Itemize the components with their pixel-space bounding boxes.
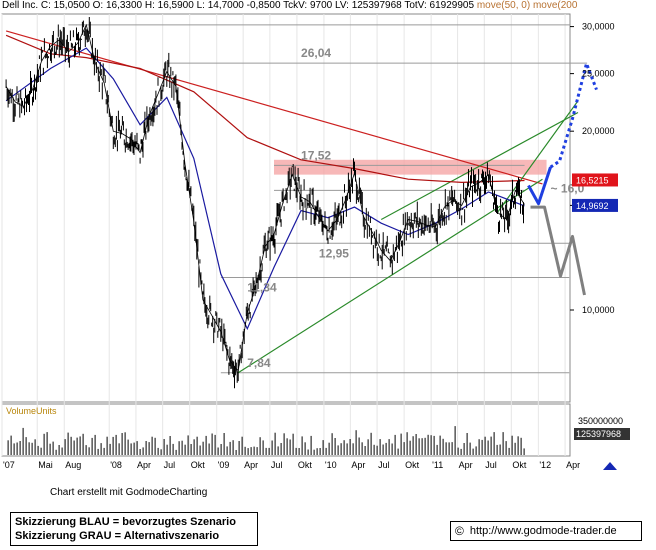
price-badge-label: 16,5215: [576, 175, 609, 185]
x-tick-label: '10: [325, 460, 337, 470]
volume-badge-label: 125397968: [576, 429, 621, 439]
header-symbol: Dell Inc.: [2, 0, 39, 11]
x-tick-label: Okt: [191, 460, 206, 470]
price-badge: [572, 173, 618, 187]
level-label: 11,34: [247, 281, 277, 295]
x-tick-label: Jul: [164, 460, 176, 470]
header-ma: move(50, 0) move(200: [476, 0, 578, 11]
x-tick-label: '09: [218, 460, 230, 470]
x-tick-label: '11: [432, 460, 443, 470]
x-tick-label: Aug: [65, 460, 81, 470]
level-label: 17,52: [301, 148, 331, 162]
x-tick-label: Apr: [244, 460, 258, 470]
y-tick-label: 10,0000: [582, 305, 615, 315]
x-tick-label: '12: [539, 460, 551, 470]
y-tick-label: 25,0000: [582, 69, 615, 79]
x-tick-label: '07: [3, 460, 15, 470]
volume-tick-label: 350000000: [578, 416, 623, 426]
level-label: 26,04: [301, 46, 331, 60]
y-tick-label: 30,0000: [582, 22, 615, 32]
url-text[interactable]: http://www.godmode-trader.de: [469, 525, 617, 537]
header: Dell Inc. C: 15,0500 O: 16,3300 H: 16,59…: [2, 0, 577, 11]
price-badge: [572, 198, 618, 212]
y-tick-label: 20,0000: [582, 126, 615, 136]
volume-panel: [1, 403, 571, 457]
volume-badge: [574, 428, 630, 440]
x-tick-label: Okt: [405, 460, 420, 470]
blue-scenario-dotted: [549, 58, 598, 169]
scenario-legend: Skizzierung BLAU = bevorzugtes Szenario …: [10, 512, 258, 546]
legend-grey: Skizzierung GRAU = Alternativszenario: [15, 530, 220, 542]
level-label: 12,95: [319, 246, 349, 260]
credit-text: Chart erstellt mit GodmodeCharting: [50, 487, 208, 498]
level-label: 7,84: [247, 356, 271, 370]
uptrend-line: [237, 178, 543, 374]
x-tick-label: Apr: [351, 460, 365, 470]
x-tick-label: Apr: [566, 460, 580, 470]
blue-scenario-path: [527, 166, 552, 206]
x-tick-label: Okt: [512, 460, 527, 470]
price-line: [5, 23, 525, 372]
price-badge-label: 14,9692: [576, 201, 609, 211]
x-tick-label: Jul: [378, 460, 390, 470]
url-box[interactable]: © http://www.godmode-trader.de: [450, 521, 642, 541]
x-tick-label: Okt: [298, 460, 313, 470]
x-tick-label: Apr: [137, 460, 151, 470]
grey-scenario-path: [530, 205, 586, 296]
header-quote: C: 15,0500 O: 16,3300 H: 16,5900 L: 14,7…: [40, 0, 475, 11]
x-tick-label: Jul: [485, 460, 497, 470]
triangle-icon[interactable]: [603, 462, 617, 470]
x-tick-label: Mai: [38, 460, 53, 470]
x-tick-label: '08: [110, 460, 122, 470]
legend-blue: Skizzierung BLAU = bevorzugtes Szenario: [15, 516, 236, 528]
x-tick-label: Apr: [459, 460, 473, 470]
channel-line: [497, 100, 579, 213]
x-tick-label: Jul: [271, 460, 283, 470]
channel-line: [380, 111, 579, 221]
price-panel: [1, 13, 571, 403]
copyright-icon: ©: [455, 524, 464, 538]
volume-label: VolumeUnits: [6, 406, 57, 416]
